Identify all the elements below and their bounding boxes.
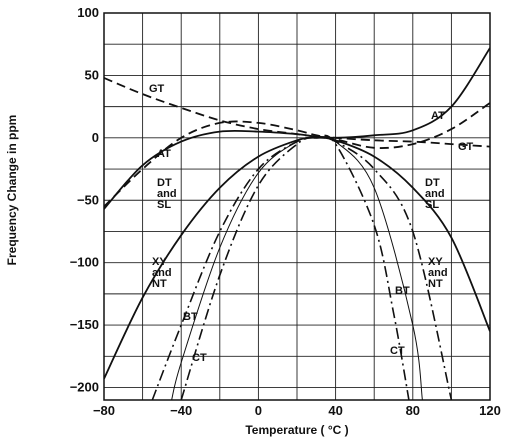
chart-curves [104,47,490,400]
curve-label-dt-left: DT and SL [157,177,177,211]
curve-at-dashed [104,102,490,208]
curve-ct-dash-dot [180,134,410,400]
y-tick-label: −150 [70,317,99,332]
x-tick-label: −80 [93,403,115,418]
x-tick-label: 0 [255,403,262,418]
curve-label-bt-left: BT [183,311,198,323]
curve-label-dt-right: DT and SL [425,177,445,211]
curve-label-gt-right: GT [458,141,474,153]
curve-label-ct-left: CT [192,352,207,364]
x-axis-label: Temperature ( °C ) [245,423,348,437]
curve-label-at-dashed: AT [431,110,445,122]
y-tick-label: 0 [92,130,99,145]
tick-labels: −80 −40 0 40 80 120 100 50 0 −50 −100 −150 −200 [70,5,501,418]
curve-label-ct-right: CT [390,345,405,357]
plot-frame [103,12,491,401]
y-tick-label: −50 [77,192,99,207]
curve-at-solid [104,47,490,210]
curve-label-gt: GT [149,83,165,95]
y-axis-label: Frequency Change in ppm [5,115,19,266]
y-tick-label: −200 [70,380,99,395]
y-tick-label: −100 [70,255,99,270]
x-tick-label: 80 [406,403,420,418]
curve-label-bt-right: BT [395,285,410,297]
x-tick-label: 120 [479,403,501,418]
curve-label-at-solid: AT [157,148,171,160]
x-tick-label: 40 [328,403,342,418]
curve-labels: GT AT AT GT BT BT CT CT DT and SL DT and SL XY and NT XY a… [149,83,474,364]
curve-label-xy-left: XY and NT [152,256,172,290]
y-tick-label: 100 [77,5,99,20]
x-tick-label: −40 [170,403,192,418]
curve-label-xy-right: XY and NT [428,256,448,290]
y-tick-label: 50 [85,67,99,82]
